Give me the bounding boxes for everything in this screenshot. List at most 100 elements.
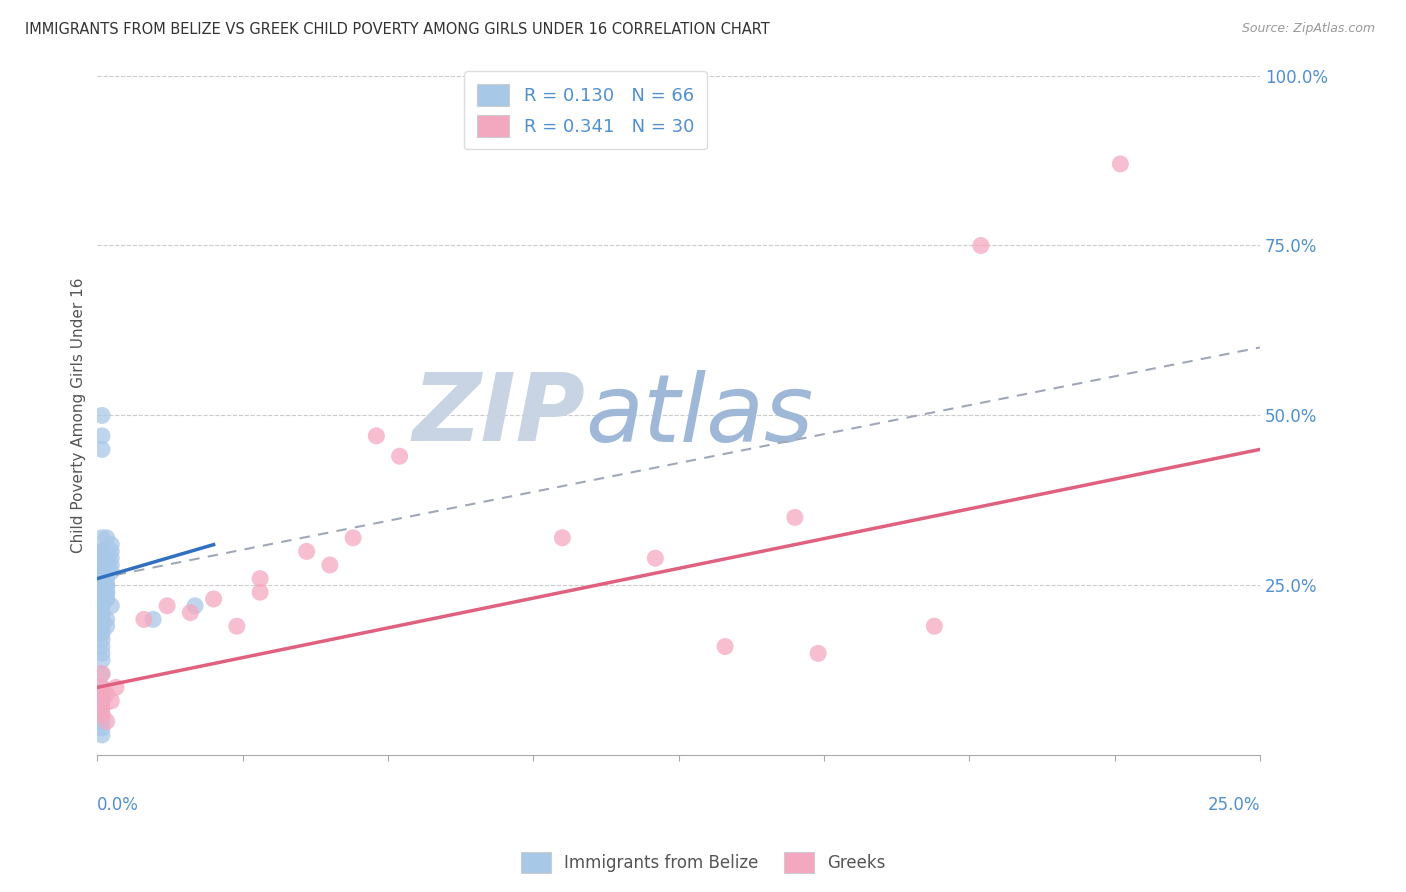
Point (249, 585, 271, 599)
Point (96, 551, 118, 566)
Point (96, 551, 118, 566)
Point (96, 578, 118, 592)
Point (91, 558, 114, 572)
Point (91, 612, 114, 626)
Point (179, 606, 201, 620)
Point (91, 640, 114, 654)
Point (91, 606, 114, 620)
Point (91, 551, 114, 566)
Point (91, 599, 114, 613)
Point (249, 572, 271, 586)
Text: 0.0%: 0.0% (97, 797, 139, 814)
Point (184, 599, 207, 613)
Point (91, 687, 114, 701)
Point (91, 694, 114, 708)
Text: IMMIGRANTS FROM BELIZE VS GREEK CHILD POVERTY AMONG GIRLS UNDER 16 CORRELATION C: IMMIGRANTS FROM BELIZE VS GREEK CHILD PO… (25, 22, 770, 37)
Point (783, 510, 806, 524)
Point (100, 538, 122, 552)
Point (91, 700, 114, 714)
Point (96, 585, 118, 599)
Point (91, 442, 114, 457)
Point (91, 551, 114, 566)
Point (96, 612, 118, 626)
Point (91, 558, 114, 572)
Y-axis label: Child Poverty Among Girls Under 16: Child Poverty Among Girls Under 16 (72, 277, 86, 553)
Text: atlas: atlas (586, 370, 814, 461)
Point (91, 646, 114, 660)
Point (551, 531, 574, 545)
Point (924, 619, 946, 633)
Point (96, 585, 118, 599)
Point (91, 565, 114, 579)
Point (91, 558, 114, 572)
Point (96, 578, 118, 592)
Point (91, 632, 114, 647)
Point (100, 565, 122, 579)
Point (91, 606, 114, 620)
Point (807, 646, 830, 660)
Point (100, 558, 122, 572)
Point (91, 544, 114, 558)
Point (100, 694, 122, 708)
Point (96, 531, 118, 545)
Point (96, 558, 118, 572)
Point (388, 449, 411, 463)
Point (96, 592, 118, 607)
Point (91, 700, 114, 714)
Point (970, 238, 993, 252)
Text: ZIP: ZIP (413, 369, 586, 461)
Point (91, 572, 114, 586)
Point (319, 558, 342, 572)
Point (91, 551, 114, 566)
Point (91, 714, 114, 729)
Point (91, 578, 114, 592)
Point (91, 531, 114, 545)
Point (342, 531, 364, 545)
Point (91, 599, 114, 613)
Point (100, 551, 122, 566)
Point (132, 612, 155, 626)
Point (96, 592, 118, 607)
Point (156, 599, 179, 613)
Point (366, 429, 388, 443)
Point (91, 721, 114, 735)
Point (225, 619, 247, 633)
Point (1109, 157, 1132, 171)
Point (91, 572, 114, 586)
Point (91, 666, 114, 681)
Point (295, 544, 318, 558)
Point (91, 626, 114, 640)
Point (91, 585, 114, 599)
Text: 25.0%: 25.0% (1208, 797, 1260, 814)
Point (91, 544, 114, 558)
Point (91, 681, 114, 695)
Point (91, 606, 114, 620)
Point (96, 619, 118, 633)
Point (91, 707, 114, 722)
Point (100, 599, 122, 613)
Point (96, 714, 118, 729)
Legend: R = 0.130   N = 66, R = 0.341   N = 30: R = 0.130 N = 66, R = 0.341 N = 30 (464, 71, 707, 149)
Point (714, 640, 737, 654)
Legend: Immigrants from Belize, Greeks: Immigrants from Belize, Greeks (515, 846, 891, 880)
Point (202, 592, 225, 607)
Point (91, 565, 114, 579)
Point (91, 429, 114, 443)
Point (96, 687, 118, 701)
Point (96, 578, 118, 592)
Point (91, 592, 114, 607)
Point (91, 694, 114, 708)
Point (91, 707, 114, 722)
Point (100, 544, 122, 558)
Point (91, 619, 114, 633)
Point (91, 409, 114, 423)
Point (142, 612, 165, 626)
Point (91, 653, 114, 667)
Point (644, 551, 666, 566)
Point (96, 565, 118, 579)
Point (104, 681, 127, 695)
Point (91, 626, 114, 640)
Point (91, 612, 114, 626)
Point (91, 666, 114, 681)
Point (91, 585, 114, 599)
